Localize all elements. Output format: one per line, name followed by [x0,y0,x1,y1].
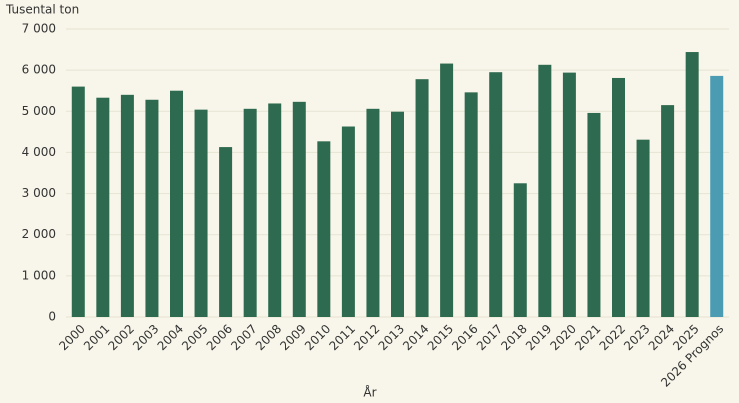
bar [636,139,650,317]
bar [317,141,331,317]
y-tick-label: 6 000 [22,63,56,77]
x-tick-label: 2022 [597,322,628,353]
bar [170,90,183,317]
bar [440,63,454,318]
bar [415,79,429,318]
y-tick-label: 2 000 [22,227,56,241]
x-tick-label: 2023 [621,322,652,353]
bar [366,108,380,318]
x-tick-label: 2016 [449,322,480,353]
x-tick-label: 2012 [351,322,382,353]
bar [292,101,306,317]
x-tick-label: 2008 [253,322,284,353]
y-axis-title: Tusental ton [5,3,79,17]
y-tick-label: 7 000 [22,22,56,36]
x-tick-label: 2019 [523,322,554,353]
x-tick-label: 2011 [326,322,357,353]
bar [661,105,675,317]
bar [538,64,552,318]
bar [685,52,699,317]
x-tick-label: 2021 [572,322,603,353]
x-tick-label: 2018 [498,322,529,353]
bar [268,103,282,318]
x-tick-label: 2004 [155,322,186,353]
bar [120,94,134,317]
x-tick-label: 2014 [400,322,431,353]
bar [612,77,625,318]
x-tick-label: 2013 [376,322,407,353]
x-tick-label: 2005 [179,322,210,353]
bar [489,72,503,317]
bar [341,126,355,317]
bar [96,97,110,317]
y-tick-label: 0 [48,310,56,324]
x-tick-label: 2003 [130,322,161,353]
bar [464,92,478,317]
x-axis-title: År [363,385,376,400]
x-tick-label: 2009 [277,322,308,353]
x-tick-label: 2002 [105,322,136,353]
y-tick-label: 5 000 [22,104,56,118]
bar [194,109,208,317]
x-tick-label: 2000 [56,322,87,353]
y-tick-label: 4 000 [22,145,56,159]
y-tick-label: 3 000 [22,186,56,200]
bar [243,108,257,318]
x-tick-label: 2020 [547,322,578,353]
bar [71,86,85,317]
x-tick-label: 2024 [646,322,677,353]
x-tick-label: 2017 [474,322,505,353]
bar [391,111,404,317]
bar [219,147,233,317]
bar [513,183,527,317]
x-tick-label: 2015 [425,322,456,353]
y-tick-label: 1 000 [22,268,56,282]
bar [710,75,724,317]
x-tick-label: 2001 [81,322,112,353]
bar [587,112,601,317]
x-tick-label: 2006 [204,322,235,353]
x-tick-label: 2010 [302,322,333,353]
x-tick-label: 2007 [228,322,259,353]
bar [145,99,159,317]
bar [562,72,576,318]
